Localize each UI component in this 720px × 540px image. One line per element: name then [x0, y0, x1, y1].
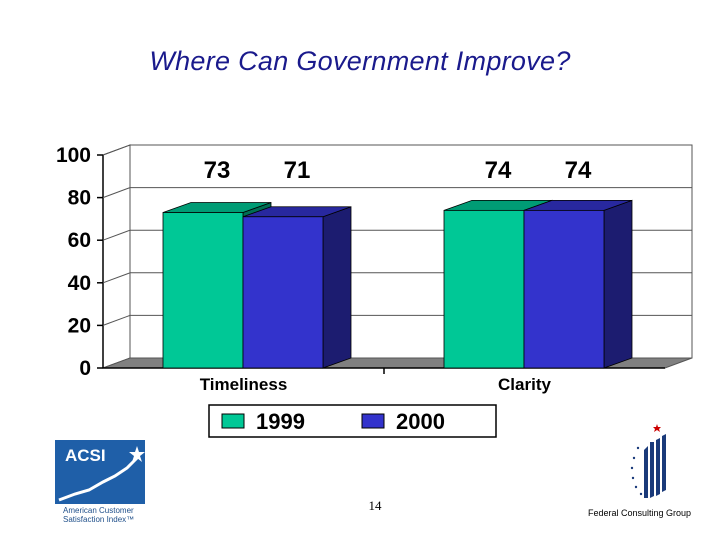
page-number: 14: [368, 498, 382, 513]
y-tick-label-60: 60: [68, 229, 91, 252]
category-label-timeliness: Timeliness: [200, 375, 288, 394]
legend-swatch-1999: [221, 413, 245, 429]
acsi-logo-line2: Satisfaction Index™: [63, 515, 135, 524]
plot-side-wall: [102, 144, 131, 369]
acsi-logo-line1: American Customer: [63, 506, 134, 515]
gridline-side: [102, 229, 131, 241]
y-tick-label-80: 80: [68, 187, 91, 210]
gridline-side: [102, 272, 131, 284]
data-label-1999-clarity: 74: [485, 157, 512, 184]
footer-org-label: Federal Consulting Group: [588, 508, 692, 518]
data-label-2000-clarity: 74: [565, 157, 592, 184]
gridline-side: [102, 314, 131, 326]
bar-2000-clarity: [523, 199, 633, 369]
legend-label-2000: 2000: [396, 409, 445, 434]
y-tick-label-40: 40: [68, 272, 91, 295]
gridline-side: [102, 144, 131, 156]
y-tick-label-100: 100: [56, 144, 91, 167]
stars-and-stripes-icon: [630, 424, 666, 498]
legend-swatch-2000: [361, 413, 385, 429]
y-tick-label-20: 20: [68, 314, 91, 337]
data-label-1999-timeliness: 73: [204, 157, 231, 184]
data-label-2000-timeliness: 71: [284, 157, 311, 184]
y-tick-label-0: 0: [79, 357, 91, 380]
acsi-logo-box: ACSI: [55, 440, 145, 504]
slide-title: Where Can Government Improve?: [149, 46, 571, 76]
bar-2000-timeliness: [242, 206, 352, 369]
bars: [162, 199, 633, 369]
acsi-logo: ACSI American Customer Satisfaction Inde…: [55, 440, 147, 528]
category-labels: Timeliness Clarity: [200, 375, 552, 394]
legend-frame: [208, 404, 497, 438]
legend-label-1999: 1999: [256, 409, 305, 434]
data-labels: 73 71 74 74: [204, 157, 592, 184]
y-axis-ticks: 0 20 40 60 80 100: [56, 144, 385, 380]
rising-chart-star-icon: [58, 446, 145, 502]
legend: 1999 2000: [208, 404, 497, 438]
gridline-side: [102, 187, 131, 199]
acsi-logo-acronym: ACSI: [65, 446, 106, 465]
category-label-clarity: Clarity: [498, 375, 551, 394]
